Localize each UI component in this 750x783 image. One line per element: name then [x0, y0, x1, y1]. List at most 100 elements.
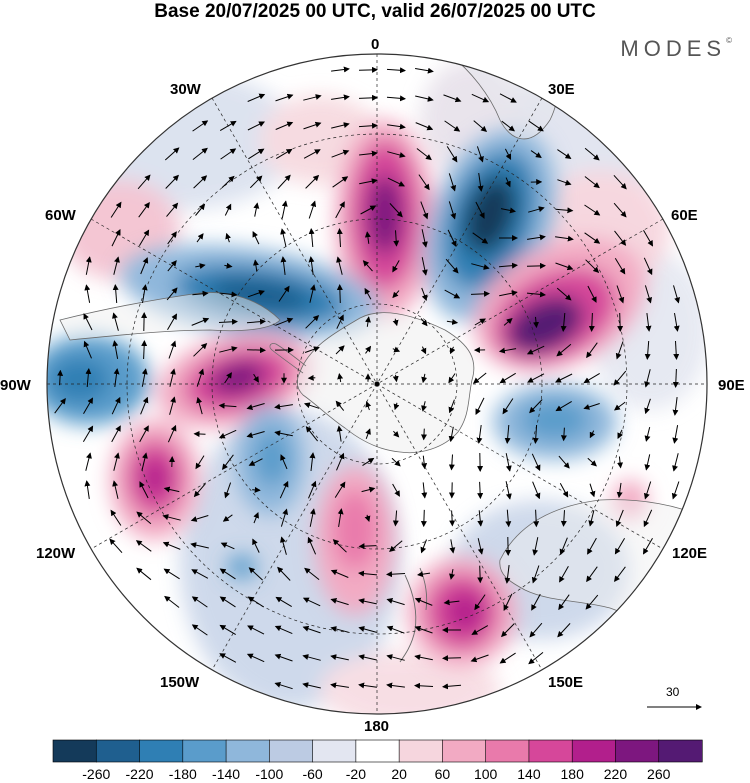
wind-arrow	[54, 397, 66, 414]
colorbar	[52, 739, 703, 763]
wind-arrow	[82, 425, 94, 442]
wind-arrow	[555, 373, 573, 383]
wind-arrow	[224, 262, 233, 269]
wind-arrow	[499, 290, 518, 297]
wind-arrow	[362, 457, 375, 467]
lon-label-0: 0	[371, 36, 380, 53]
wind-arrow	[588, 510, 595, 527]
colorbar-label: -180	[168, 766, 197, 782]
wind-arrow	[162, 541, 181, 550]
wind-arrow	[448, 426, 455, 443]
wind-arrow	[501, 120, 515, 132]
lon-label-30e: 30E	[548, 81, 575, 98]
wind-arrow	[472, 232, 489, 244]
wind-arrow	[280, 454, 288, 470]
wind-arrow	[304, 567, 320, 580]
wind-arrow	[364, 287, 372, 300]
wind-arrow	[85, 452, 92, 471]
wind-arrow	[448, 399, 455, 414]
wind-arrow	[644, 369, 651, 388]
wind-arrow	[275, 317, 294, 326]
wind-arrow	[526, 262, 546, 269]
wind-arrow	[420, 318, 428, 327]
wind-arrow	[589, 430, 596, 439]
wind-arrow	[219, 120, 237, 132]
wind-arrow	[253, 373, 259, 383]
colorbar-label: 100	[473, 766, 498, 782]
wind-arrow	[364, 514, 371, 523]
colorbar-label: 180	[560, 766, 584, 782]
wind-arrow	[358, 654, 377, 661]
wind-arrow	[136, 567, 152, 581]
wind-arrow	[386, 682, 405, 689]
wind-arrow	[336, 228, 343, 248]
wind-arrow	[112, 480, 119, 499]
colorbar-label: -20	[345, 766, 366, 782]
colorbar-swatch	[225, 739, 270, 763]
wind-arrow	[195, 203, 206, 216]
colorbar-swatch	[615, 739, 660, 763]
wind-arrow	[448, 201, 457, 220]
wind-arrow	[528, 120, 544, 132]
wind-arrow	[449, 539, 456, 554]
wind-arrow	[110, 509, 122, 526]
wind-arrow	[531, 593, 541, 611]
wind-arrow	[277, 566, 291, 581]
wind-arrow	[274, 653, 293, 662]
wind-arrow	[392, 260, 400, 273]
wind-arrow	[336, 256, 343, 275]
wind-arrow	[585, 594, 599, 610]
wind-arrow	[421, 229, 428, 248]
wind-arrow	[166, 287, 178, 301]
wind-arrow	[503, 593, 513, 612]
wind-arrow	[334, 481, 346, 498]
wind-arrow	[560, 510, 567, 527]
wind-arrow	[392, 318, 399, 327]
colorbar-swatch	[442, 739, 487, 763]
wind-arrow	[252, 538, 260, 553]
colorbar-label: -220	[125, 766, 154, 782]
wind-arrow	[247, 93, 266, 102]
wind-arrow	[246, 431, 265, 438]
colorbar-swatch	[528, 739, 573, 763]
wind-arrow	[135, 540, 152, 552]
wind-arrow	[473, 120, 488, 133]
wind-arrow	[139, 481, 149, 499]
wind-arrow	[274, 625, 293, 635]
wind-arrow	[415, 67, 434, 74]
lon-label-120w: 120W	[36, 545, 76, 562]
wind-arrow	[556, 287, 572, 301]
wind-arrow	[330, 682, 349, 689]
wind-arrow	[192, 147, 208, 160]
wind-arrow	[420, 346, 427, 355]
wind-arrow	[617, 456, 624, 469]
wind-arrow	[359, 178, 378, 185]
wind-arrow	[505, 481, 512, 500]
wind-arrow	[167, 424, 177, 443]
wind-arrow	[219, 568, 236, 580]
wind-arrow	[280, 536, 287, 555]
wind-arrow	[477, 565, 484, 584]
lon-label-90e: 90E	[718, 377, 745, 394]
wind-arrow	[421, 482, 428, 499]
wind-arrow	[274, 430, 293, 437]
wind-arrow	[498, 262, 518, 269]
wind-arrow	[365, 345, 372, 354]
wind-vectors	[54, 66, 680, 690]
wind-arrow	[224, 482, 232, 499]
wind-arrow	[448, 454, 455, 471]
wind-arrow	[421, 455, 428, 470]
wind-arrow	[448, 173, 457, 192]
wind-arrow	[505, 177, 511, 188]
wind-arrow	[645, 313, 652, 332]
wind-arrow	[358, 682, 377, 689]
wind-arrow	[613, 401, 626, 411]
wind-arrow	[560, 427, 567, 442]
wind-arrow	[252, 230, 260, 245]
colorbar-swatch	[139, 739, 184, 763]
wind-arrow	[418, 174, 430, 191]
colorbar-swatch	[355, 739, 400, 763]
wind-arrow	[583, 403, 600, 410]
wind-arrow	[275, 596, 292, 608]
wind-arrow	[248, 148, 265, 160]
